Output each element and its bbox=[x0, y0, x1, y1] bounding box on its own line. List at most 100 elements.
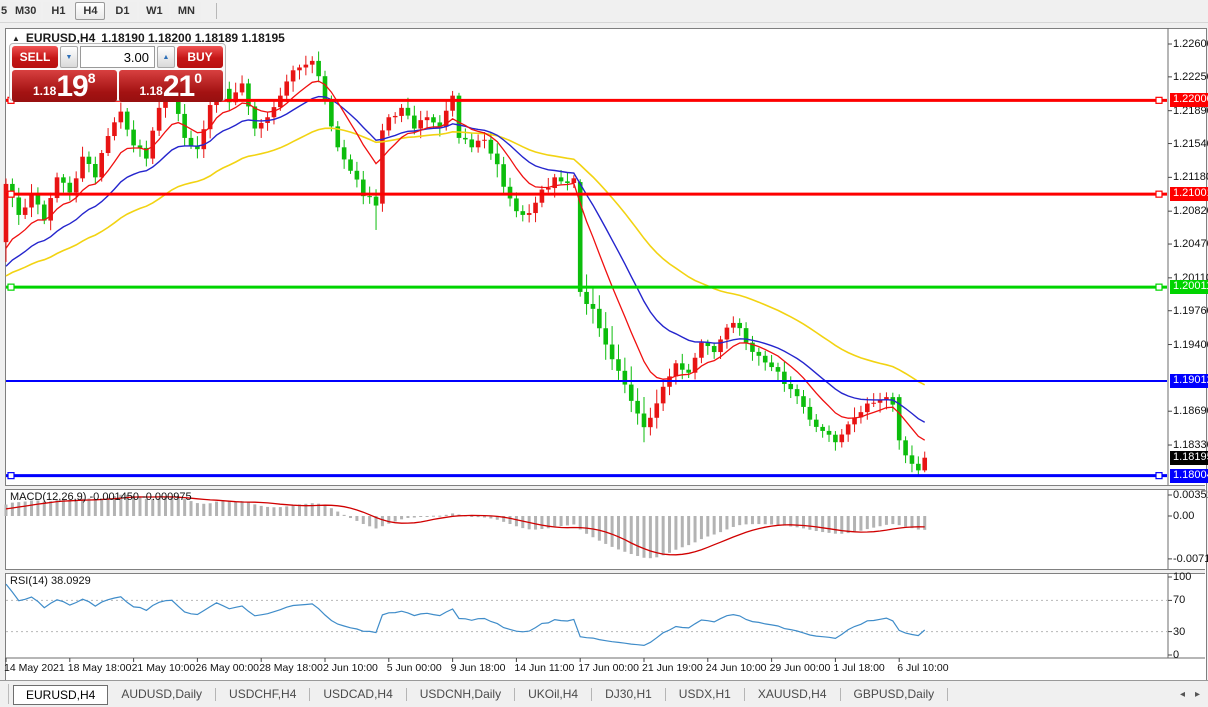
date-label-12: 29 Jun 00:00 bbox=[769, 662, 831, 674]
chart-symbol-label: EURUSD,H4 bbox=[25, 31, 96, 45]
macd-pane-splitter[interactable] bbox=[5, 485, 1205, 490]
sell-price-prefix: 1.18 bbox=[32, 84, 57, 98]
horizontal-level-lines[interactable] bbox=[6, 96, 1167, 480]
symbol-tab-dj30-h1[interactable]: DJ30,H1 bbox=[605, 687, 652, 701]
date-label-6: 5 Jun 00:00 bbox=[386, 662, 442, 674]
date-label-0: 14 May 2021 bbox=[4, 662, 65, 674]
oct-price-row: 1.18 19 8 1.18 21 0 bbox=[12, 70, 223, 102]
tab-separator bbox=[309, 687, 311, 701]
price-tick-1.21180: 1.21180 bbox=[1173, 171, 1208, 184]
date-label-4: 28 May 18:00 bbox=[259, 662, 323, 674]
rsi-line bbox=[5, 583, 926, 647]
timeframe-toolbar: 5 M30 H1 H4 D1 W1 MN bbox=[0, 0, 1208, 23]
timeframe-button-d1[interactable]: D1 bbox=[107, 2, 138, 20]
macd-value-2: -0.000975 bbox=[142, 491, 192, 503]
price-tick-1.20820: 1.20820 bbox=[1173, 205, 1208, 218]
rsi-axis-tick-0: 0 bbox=[1173, 649, 1180, 661]
sell-price-display[interactable]: 1.18 19 8 bbox=[12, 70, 117, 102]
oct-controls-row: SELL ▼ ▲ BUY bbox=[12, 46, 223, 68]
timeframe-button-h1[interactable]: H1 bbox=[43, 2, 74, 20]
tab-separator bbox=[215, 687, 217, 701]
macd-indicator-label: MACD(12,26,9) -0.001450 -0.000975 bbox=[10, 491, 192, 503]
chart-ohlc-values: 1.18190 1.18200 1.18189 1.18195 bbox=[101, 31, 285, 45]
tab-separator bbox=[664, 687, 666, 701]
buy-price-big: 21 bbox=[162, 70, 195, 103]
toolbar-separator bbox=[216, 3, 218, 19]
tab-separator bbox=[591, 687, 593, 701]
tab-scroll-left-icon[interactable]: ◂ bbox=[1179, 688, 1185, 700]
tab-separator bbox=[514, 687, 516, 701]
price-tick-1.21890: 1.21890 bbox=[1173, 104, 1208, 117]
sell-button[interactable]: SELL bbox=[12, 46, 58, 68]
rsi-pane bbox=[5, 583, 1167, 647]
date-label-7: 9 Jun 18:00 bbox=[450, 662, 506, 674]
macd-axis-tick-1: 0.00 bbox=[1173, 510, 1195, 522]
date-label-11: 24 Jun 10:00 bbox=[705, 662, 767, 674]
rsi-indicator-label: RSI(14) 38.0929 bbox=[10, 575, 91, 587]
symbol-tab-xauusd-h4[interactable]: XAUUSD,H4 bbox=[757, 687, 827, 701]
ma-slow-line bbox=[5, 127, 926, 386]
price-tick-1.20470: 1.20470 bbox=[1173, 238, 1208, 251]
price-tick-1.19400: 1.19400 bbox=[1173, 338, 1208, 351]
tab-scroll-right-icon[interactable]: ▸ bbox=[1194, 688, 1200, 700]
tab-separator bbox=[947, 687, 949, 701]
buy-price-prefix: 1.18 bbox=[139, 84, 163, 98]
buy-price-display[interactable]: 1.18 21 0 bbox=[118, 70, 223, 103]
symbol-tab-eurusd-h4[interactable]: EURUSD,H4 bbox=[13, 684, 109, 705]
date-label-8: 14 Jun 11:00 bbox=[514, 662, 575, 674]
date-label-1: 18 May 18:00 bbox=[67, 662, 132, 674]
macd-axis-tick-2: -0.007178 bbox=[1173, 552, 1208, 565]
price-tag-support-1-18004: 1.18004 bbox=[1170, 468, 1208, 483]
rsi-axis-tick-100: 100 bbox=[1173, 571, 1192, 583]
ma-fast-line bbox=[5, 80, 926, 441]
macd-value-1: -0.001450 bbox=[89, 491, 140, 503]
price-tick-1.18690: 1.18690 bbox=[1173, 405, 1208, 418]
macd-pane bbox=[4, 494, 927, 559]
rsi-axis-tick-70: 70 bbox=[1173, 594, 1186, 607]
date-label-3: 26 May 00:00 bbox=[195, 662, 260, 674]
timeframe-button-5[interactable]: 5 bbox=[0, 2, 8, 20]
symbol-tab-usdcad-h4[interactable]: USDCAD,H4 bbox=[323, 687, 393, 701]
candlestick-series bbox=[3, 51, 928, 477]
rsi-pane-splitter[interactable] bbox=[5, 569, 1205, 574]
symbol-tabbar: EURUSD,H4 AUDUSD,Daily USDCHF,H4 USDCAD,H4 U… bbox=[0, 680, 1208, 707]
timeframe-button-w1[interactable]: W1 bbox=[139, 2, 170, 20]
timeframe-button-m30[interactable]: M30 bbox=[10, 2, 42, 20]
tabbar-grip[interactable] bbox=[0, 684, 9, 704]
price-tick-1.22250: 1.22250 bbox=[1173, 70, 1208, 83]
date-label-10: 21 Jun 19:00 bbox=[642, 662, 703, 674]
timeframe-button-h4[interactable]: H4 bbox=[75, 2, 106, 20]
current-price-tag: 1.18195 bbox=[1170, 450, 1208, 465]
oct-collapse-icon[interactable]: ▲ bbox=[12, 33, 20, 43]
rsi-value: 38.0929 bbox=[50, 575, 91, 587]
macd-axis-tick-0: 0.003515 bbox=[1173, 488, 1208, 501]
buy-button[interactable]: BUY bbox=[177, 46, 223, 68]
ma-mid-line bbox=[5, 95, 926, 423]
price-tag-resistance-1-22000: 1.22000 bbox=[1170, 93, 1208, 108]
volume-increase-button[interactable]: ▲ bbox=[157, 46, 175, 68]
chart-header: ▲ EURUSD,H4 1.18190 1.18200 1.18189 1.18… bbox=[12, 31, 285, 45]
spinner-down-icon: ▼ bbox=[65, 53, 73, 61]
tab-separator bbox=[839, 687, 841, 701]
symbol-tab-usdcnh-daily[interactable]: USDCNH,Daily bbox=[419, 687, 502, 701]
sell-price-sup: 8 bbox=[87, 70, 96, 86]
symbol-tab-audusd-daily[interactable]: AUDUSD,Daily bbox=[121, 687, 203, 701]
symbol-tab-ukoil-h4[interactable]: UKOil,H4 bbox=[528, 687, 579, 701]
timeframe-button-mn[interactable]: MN bbox=[171, 2, 202, 20]
tab-separator bbox=[405, 687, 407, 701]
symbol-tab-gbpusd-daily[interactable]: GBPUSD,Daily bbox=[853, 687, 935, 701]
tab-separator bbox=[743, 687, 745, 701]
sell-price-big: 19 bbox=[56, 70, 88, 103]
rsi-name: RSI(14) bbox=[10, 575, 48, 587]
volume-input[interactable] bbox=[80, 46, 155, 68]
volume-decrease-button[interactable]: ▼ bbox=[60, 46, 78, 68]
symbol-tab-usdchf-h4[interactable]: USDCHF,H4 bbox=[229, 687, 297, 701]
symbol-tab-usdx-h1[interactable]: USDX,H1 bbox=[678, 687, 731, 701]
price-tick-1.19760: 1.19760 bbox=[1173, 304, 1208, 317]
date-label-13: 1 Jul 18:00 bbox=[833, 662, 885, 674]
price-tag-support-1-19012: 1.19012 bbox=[1170, 373, 1208, 388]
